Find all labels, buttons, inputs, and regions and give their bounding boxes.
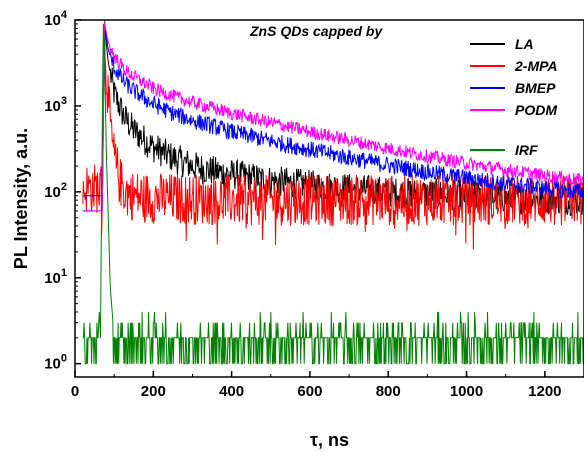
y-tick-label: 103 <box>44 95 67 115</box>
x-tick-label: 200 <box>141 383 166 400</box>
legend: ZnS QDs capped by LA 2-MPA BMEP PODM IRF <box>249 23 558 158</box>
legend-label-2-mpa: 2-MPA <box>514 58 558 74</box>
y-tick-label: 101 <box>44 267 67 287</box>
x-tick-label: 800 <box>376 383 401 400</box>
x-tick-label: 1000 <box>450 383 483 400</box>
series-2-mpa-line <box>83 19 584 250</box>
legend-label-irf: IRF <box>515 142 538 158</box>
y-tick-label: 100 <box>44 353 67 373</box>
x-tick-label: 600 <box>297 383 322 400</box>
x-tick-label: 400 <box>219 383 244 400</box>
y-axis-label: PL Intensity, a.u. <box>11 128 31 269</box>
series-podm-line <box>83 23 584 211</box>
x-tick-label: 1200 <box>528 383 561 400</box>
y-tick-label: 102 <box>44 181 67 201</box>
legend-label-bmep: BMEP <box>515 80 556 96</box>
x-axis-label: τ, ns <box>310 430 349 450</box>
series-la-line <box>83 26 584 215</box>
legend-label-podm: PODM <box>515 102 557 118</box>
x-tick-label: 0 <box>71 383 79 400</box>
data-layer <box>83 19 584 364</box>
legend-label-la: LA <box>515 36 534 52</box>
y-tick-label: 104 <box>44 9 68 29</box>
legend-title: ZnS QDs capped by <box>249 23 383 39</box>
